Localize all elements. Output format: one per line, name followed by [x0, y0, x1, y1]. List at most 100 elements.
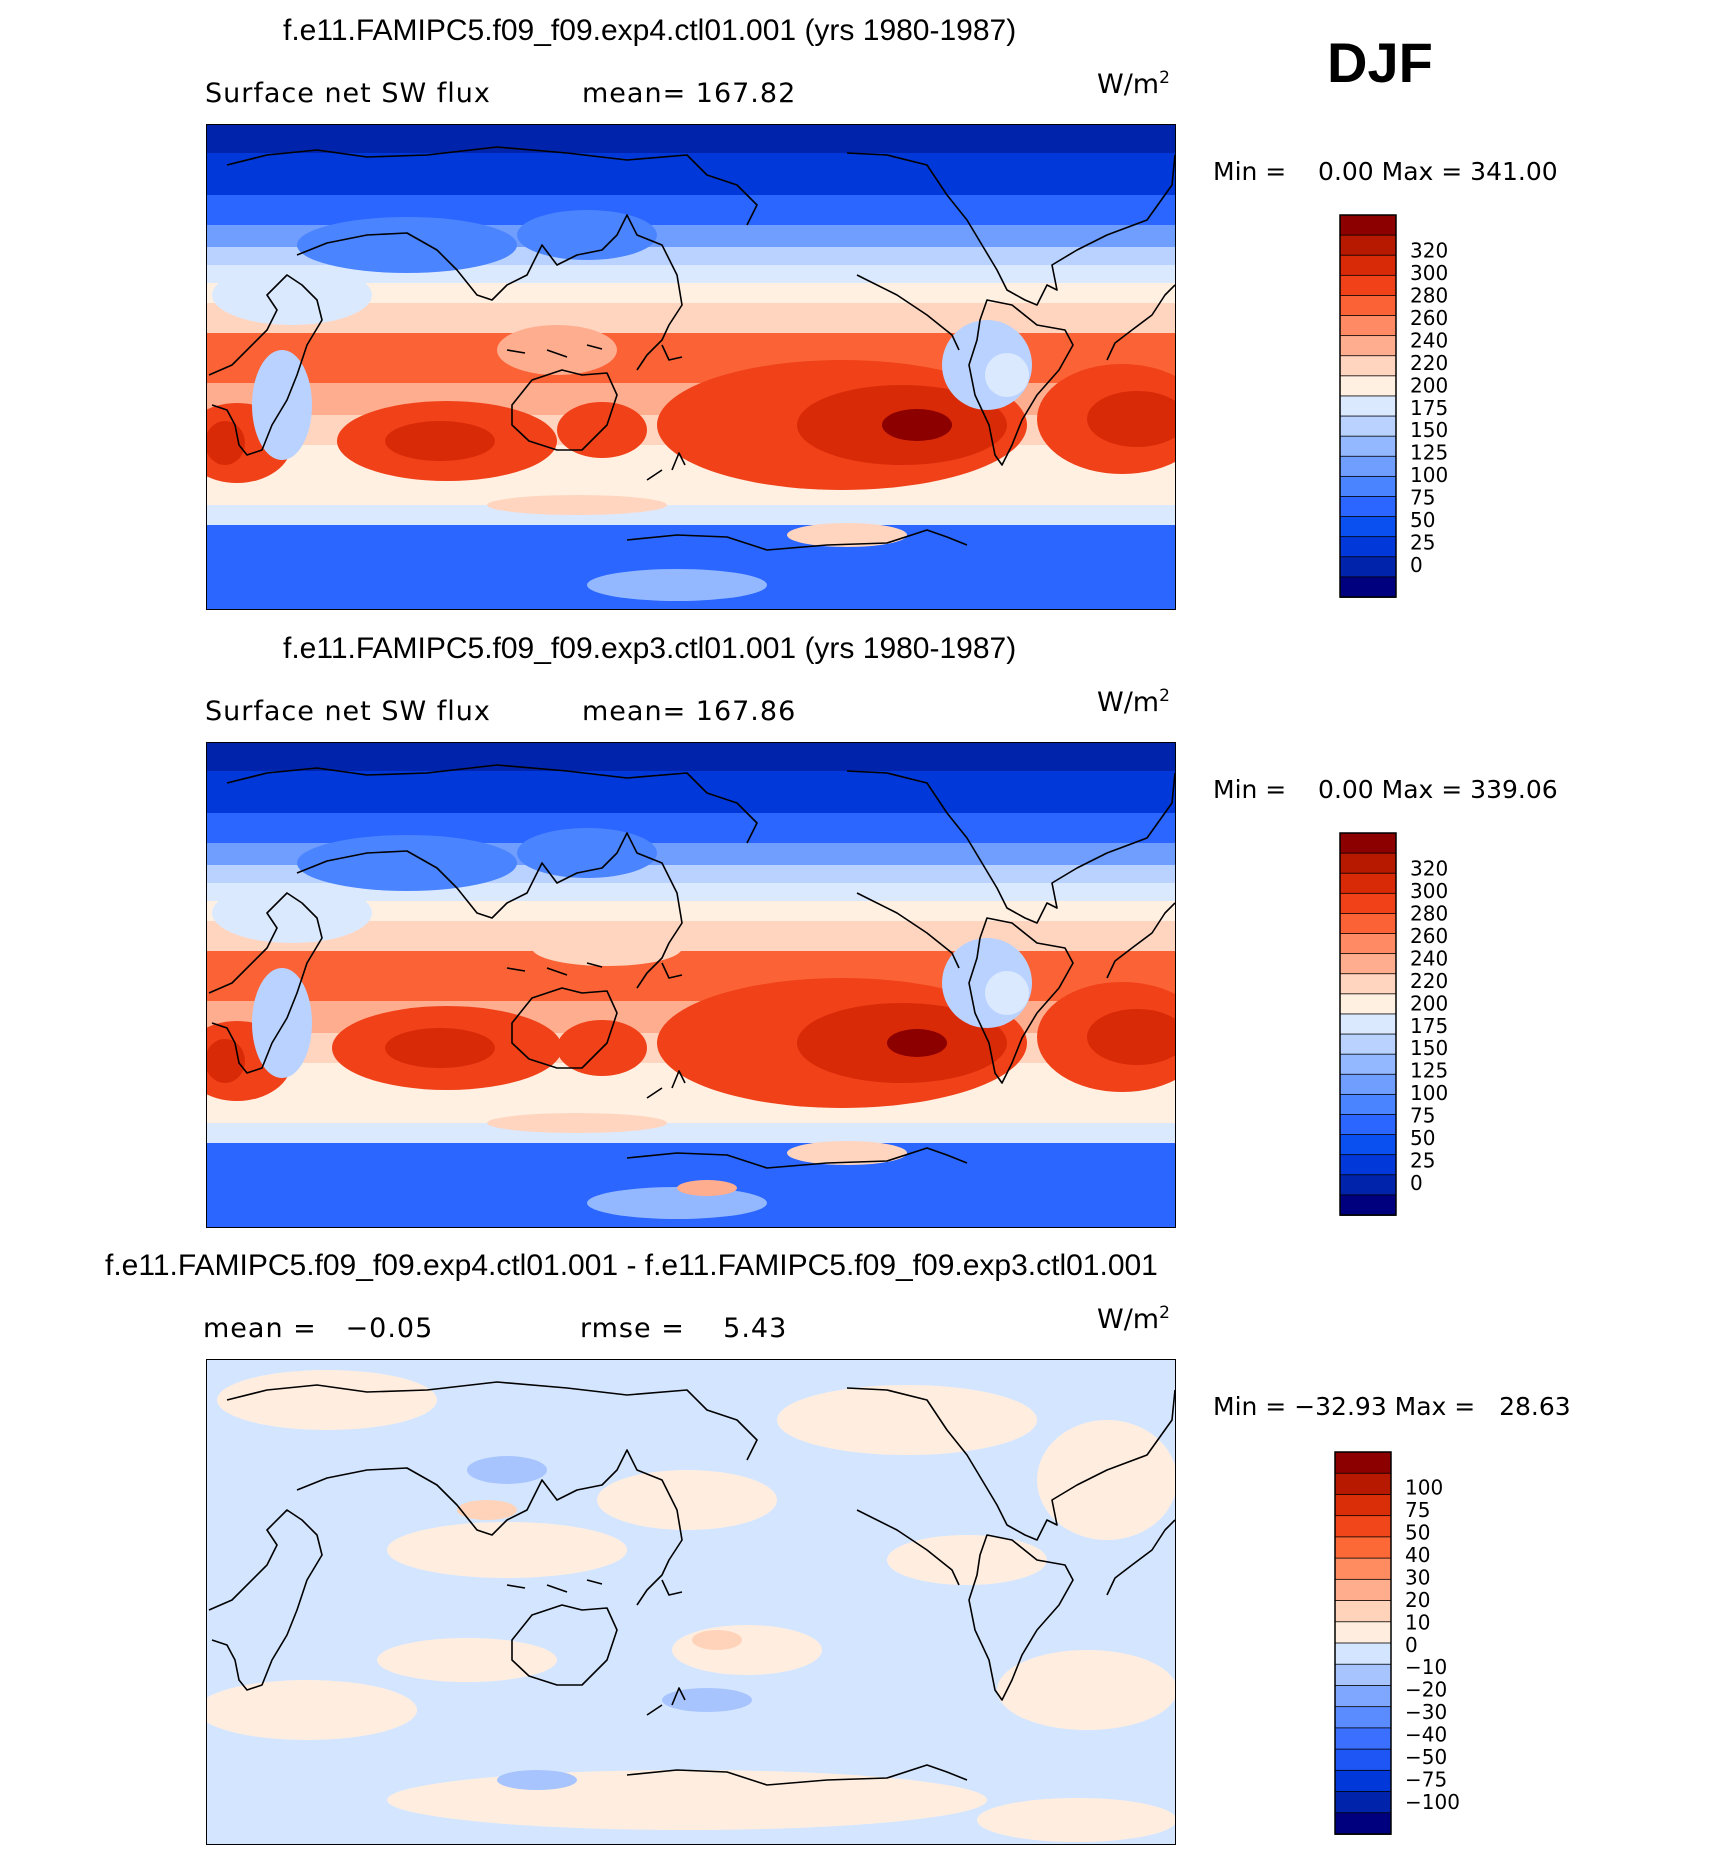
panel1-colorbar-swatch	[1339, 234, 1397, 257]
panel2-units-base: W/m	[1097, 687, 1160, 718]
panel1-colorbar-tick-label: 240	[1410, 328, 1448, 352]
panel1-colorbar-tick-label: 175	[1410, 396, 1448, 420]
panel2-colorbar-tick-label: 50	[1410, 1126, 1435, 1150]
panel2-colorbar-tick-label: 75	[1410, 1104, 1435, 1128]
panel2-colorbar-border	[1339, 832, 1397, 1216]
panel1-colorbar-border	[1339, 214, 1397, 598]
panel1-colorbar-swatch	[1339, 415, 1397, 438]
panel3-colorbar-tick-label: 100	[1405, 1475, 1443, 1499]
panel1-colorbar-swatch	[1339, 274, 1397, 297]
panel3-minmax: Min = −32.93 Max = 28.63	[1213, 1392, 1571, 1421]
panel1-units: W/m2	[1097, 68, 1170, 100]
panel1-colorbar-tick-label: 280	[1410, 283, 1448, 307]
panel3-colorbar-tick-label: 10	[1405, 1610, 1430, 1634]
panel3-colorbar-tick-label: −50	[1405, 1745, 1447, 1769]
panel2-colorbar-swatch	[1339, 1174, 1397, 1196]
panel2-colorbar-swatch	[1339, 1154, 1397, 1176]
panel2-colorbar-tick-label: 25	[1410, 1149, 1435, 1173]
panel2-coastlines	[208, 764, 1175, 1169]
panel2-colorbar-swatch	[1339, 993, 1397, 1015]
panel2-colorbar-swatch	[1339, 1194, 1397, 1216]
panel3-colorbar-swatch	[1334, 1515, 1392, 1538]
panel1-colorbar-tick-label: 125	[1410, 441, 1448, 465]
panel3-colorbar-swatch	[1334, 1769, 1392, 1793]
panel1-colorbar-tick-label: 300	[1410, 261, 1448, 285]
panel3-colorbar-swatch	[1334, 1451, 1392, 1475]
panel1-colorbar-swatch	[1339, 375, 1397, 397]
panel1-colorbar-tick-label: 50	[1410, 508, 1435, 532]
panel1-colorbar-swatch	[1339, 254, 1397, 277]
panel3-colorbar-tick-label: 50	[1405, 1520, 1430, 1544]
panel2-units: W/m2	[1097, 686, 1170, 718]
panel1-colorbar-tick-label: 320	[1410, 238, 1448, 262]
panel3-mean: mean = −0.05	[203, 1313, 434, 1344]
panel2-map	[206, 742, 1176, 1228]
panel1-colorbar-tick-label: 0	[1410, 553, 1423, 577]
panel3-colorbar-swatch	[1334, 1727, 1392, 1751]
panel3-colorbar-tick-label: −10	[1405, 1655, 1447, 1679]
panel2-colorbar-swatch	[1339, 953, 1397, 975]
panel2-colorbar-swatch	[1339, 852, 1397, 875]
panel3-units: W/m2	[1097, 1303, 1170, 1335]
panel1-field	[207, 125, 1175, 609]
panel3-colorbar-swatch	[1334, 1791, 1392, 1814]
panel2-colorbar-swatch	[1339, 973, 1397, 995]
panel1-colorbar-swatch	[1339, 395, 1397, 417]
panel1-colorbar-tick-label: 25	[1410, 531, 1435, 555]
panel1-colorbar-swatch	[1339, 576, 1397, 598]
panel3-colorbar-swatch	[1334, 1685, 1392, 1708]
panel1-colorbar-tick-label: 220	[1410, 351, 1448, 375]
panel2-colorbar-swatch	[1339, 832, 1397, 855]
panel1-colorbar-swatch	[1339, 355, 1397, 377]
panel1-variable: Surface net SW flux	[205, 78, 491, 109]
panel3-colorbar-swatch	[1334, 1557, 1392, 1581]
panel1-mean: mean= 167.82	[582, 78, 797, 109]
panel2-colorbar-swatch	[1339, 933, 1397, 955]
panel2-field	[207, 743, 1175, 1227]
panel2-units-exp: 2	[1159, 686, 1170, 706]
panel1-colorbar-swatch	[1339, 315, 1397, 337]
panel1-colorbar-tick-label: 75	[1410, 486, 1435, 510]
panel2-colorbar-tick-label: 300	[1410, 879, 1448, 903]
panel3-colorbar-swatch	[1334, 1706, 1392, 1729]
panel3-colorbar-swatch	[1334, 1578, 1392, 1602]
panel3-colorbar-tick-label: −75	[1405, 1768, 1447, 1792]
panel3-colorbar-swatch	[1334, 1621, 1392, 1644]
panel1-colorbar-swatch	[1339, 475, 1397, 498]
panel3-title: f.e11.FAMIPC5.f09_f09.exp4.ctl01.001 - f…	[105, 1249, 1158, 1282]
panel2-colorbar-tick-label: 125	[1410, 1059, 1448, 1083]
panel2-colorbar-tick-label: 0	[1410, 1171, 1423, 1195]
panel1-colorbar-swatch	[1339, 556, 1397, 578]
panel2-title: f.e11.FAMIPC5.f09_f09.exp3.ctl01.001 (yr…	[283, 632, 1017, 665]
panel3-colorbar-tick-label: 30	[1405, 1565, 1430, 1589]
panel3-map	[206, 1359, 1176, 1845]
season-label: DJF	[1327, 31, 1433, 94]
panel2-colorbar-swatch	[1339, 1073, 1397, 1096]
panel3-colorbar-swatch	[1334, 1663, 1392, 1687]
panel2-colorbar-tick-label: 200	[1410, 991, 1448, 1015]
panel1-units-exp: 2	[1159, 68, 1170, 88]
panel3-colorbar-swatch	[1334, 1600, 1392, 1623]
panel3-colorbar-tick-label: 0	[1405, 1633, 1418, 1657]
panel1-colorbar-tick-label: 260	[1410, 306, 1448, 330]
panel3-colorbar-border	[1334, 1451, 1392, 1835]
panel3-colorbar-tick-label: 20	[1405, 1588, 1430, 1612]
panel1-colorbar-tick-label: 200	[1410, 373, 1448, 397]
panel1-title: f.e11.FAMIPC5.f09_f09.exp4.ctl01.001 (yr…	[283, 14, 1017, 47]
panel1-units-base: W/m	[1097, 69, 1160, 100]
panel2-colorbar-tick-label: 220	[1410, 969, 1448, 993]
panel3-colorbar-tick-label: 75	[1405, 1498, 1430, 1522]
panel1-colorbar-swatch	[1339, 295, 1397, 317]
panel1-colorbar-swatch	[1339, 214, 1397, 237]
panel3-colorbar-tick-label: −20	[1405, 1678, 1447, 1702]
panel3-colorbar-tick-label: −100	[1405, 1790, 1460, 1814]
panel2-colorbar-tick-label: 175	[1410, 1014, 1448, 1038]
panel2-colorbar-tick-label: 280	[1410, 901, 1448, 925]
panel2-colorbar-tick-label: 100	[1410, 1081, 1448, 1105]
panel1-coastlines	[208, 146, 1175, 551]
panel1-colorbar-tick-label: 150	[1410, 418, 1448, 442]
panel2-colorbar-tick-label: 150	[1410, 1036, 1448, 1060]
